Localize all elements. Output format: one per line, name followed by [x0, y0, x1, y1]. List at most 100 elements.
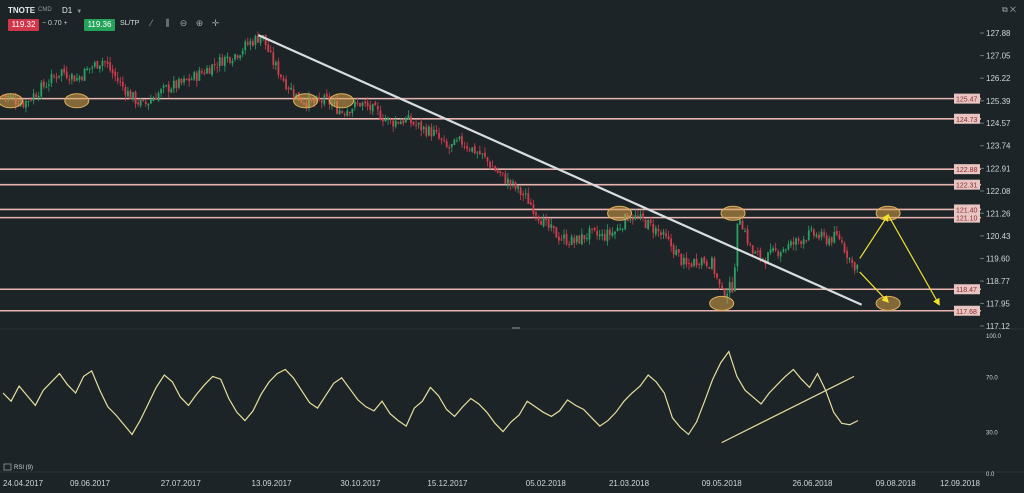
- restore-icon[interactable]: ⧉: [1001, 5, 1008, 14]
- candle-body: [198, 70, 201, 81]
- candle-body: [101, 60, 104, 66]
- candle-body: [132, 92, 134, 100]
- spread-minus[interactable]: −: [42, 20, 47, 27]
- price-axis: 127.88 127.05 126.22 125.39 124.57 123.74 122.…: [980, 29, 1011, 331]
- zoom-out-icon[interactable]: ⊖: [179, 18, 188, 28]
- candle-body: [150, 99, 152, 104]
- candle-body: [746, 229, 749, 244]
- rsi-tick-label: 0.0: [986, 472, 995, 478]
- line-chart-icon[interactable]: ⁄: [150, 18, 153, 28]
- candle-body: [341, 111, 344, 113]
- level-badge: [954, 305, 980, 316]
- zoom-in-icon[interactable]: ⊕: [195, 18, 204, 28]
- candle-body: [376, 106, 379, 110]
- window-controls: ⧉ ✕: [1002, 5, 1016, 15]
- level-badge-label: 122.31: [956, 183, 978, 190]
- candle-body: [478, 150, 481, 155]
- candle-body: [675, 249, 678, 256]
- candle-body: [700, 258, 703, 266]
- candle-body: [405, 117, 407, 123]
- candle-body: [540, 221, 542, 225]
- candle-body: [244, 41, 247, 51]
- candle-body: [206, 68, 208, 74]
- candle-body: [835, 231, 838, 235]
- candle-body: [499, 171, 502, 173]
- candle-body: [667, 236, 670, 240]
- candle-body: [621, 228, 624, 230]
- level-badge: [954, 204, 980, 215]
- candle-body: [802, 239, 805, 245]
- trendline: [257, 34, 863, 306]
- candle-body: [152, 98, 155, 101]
- candle-body: [698, 264, 701, 266]
- candle-body: [371, 104, 374, 112]
- candle-body: [560, 239, 563, 241]
- candle-body: [88, 68, 91, 70]
- buy-button[interactable]: 119.36: [84, 19, 115, 31]
- date-tick-label: 13.09.2017: [252, 479, 293, 488]
- sltp-button[interactable]: SL/TP: [120, 20, 140, 27]
- candle-body: [435, 129, 438, 132]
- close-icon[interactable]: ✕: [1009, 5, 1016, 14]
- candle-body: [193, 72, 196, 80]
- candle-body: [833, 231, 836, 243]
- forecast-arrow: [887, 214, 940, 306]
- highlight-ellipse: [709, 295, 735, 311]
- candle-body: [456, 140, 458, 142]
- candle-body: [369, 104, 372, 110]
- candle-body: [575, 235, 578, 243]
- candle-body: [774, 248, 777, 251]
- candle-body: [91, 67, 94, 69]
- candle-body: [532, 204, 535, 214]
- candle-body: [649, 219, 652, 224]
- candle-body: [63, 68, 66, 73]
- rsi-line: [2, 350, 859, 436]
- candle-body: [578, 235, 581, 244]
- candle-body: [440, 138, 443, 140]
- candle-body: [433, 129, 435, 136]
- candle-body: [417, 122, 420, 125]
- candle-body: [287, 87, 290, 90]
- candle-body: [598, 234, 601, 237]
- timeframe-select[interactable]: D1 ▼: [62, 6, 82, 15]
- rsi-legend: RSI (9): [14, 465, 33, 471]
- candle-body: [665, 233, 667, 237]
- candle-body: [716, 273, 718, 278]
- candle-body: [338, 110, 341, 114]
- candle-body: [642, 213, 644, 219]
- crosshair-icon[interactable]: ✛: [211, 18, 220, 28]
- candle-body: [820, 231, 823, 238]
- highlight-ellipse: [720, 205, 746, 221]
- symbol-name[interactable]: TNOTE: [8, 6, 36, 15]
- candle-body: [226, 56, 229, 59]
- candle-body: [415, 124, 417, 126]
- sell-button[interactable]: 119.32: [8, 19, 39, 31]
- candle-body: [547, 219, 550, 228]
- candle-body: [823, 232, 825, 236]
- candle-body: [703, 257, 706, 263]
- spread-plus[interactable]: +: [63, 20, 68, 27]
- candle-body: [96, 60, 99, 69]
- candle-body: [422, 126, 425, 130]
- level-badge: [954, 93, 980, 104]
- candle-body: [221, 57, 224, 66]
- chevron-down-icon: ▼: [76, 9, 83, 15]
- candle-body: [810, 228, 813, 230]
- date-tick-label: 09.05.2018: [702, 479, 743, 488]
- rsi-trendline: [721, 375, 855, 444]
- price-tick-label: 125.39: [986, 97, 1011, 106]
- candle-body: [254, 35, 257, 46]
- candle-body: [795, 238, 797, 245]
- candle-body: [70, 74, 73, 80]
- spread-stepper[interactable]: − 0.70 +: [42, 20, 68, 27]
- candle-body: [292, 89, 295, 97]
- candle-body: [116, 77, 119, 82]
- candles-icon[interactable]: ⫼: [165, 18, 170, 28]
- candle-body: [461, 136, 463, 145]
- price-tick-label: 117.12: [986, 322, 1010, 331]
- candle-body: [481, 153, 484, 155]
- candle-body: [568, 244, 570, 246]
- candle-body: [407, 115, 410, 120]
- candle-body: [680, 253, 683, 265]
